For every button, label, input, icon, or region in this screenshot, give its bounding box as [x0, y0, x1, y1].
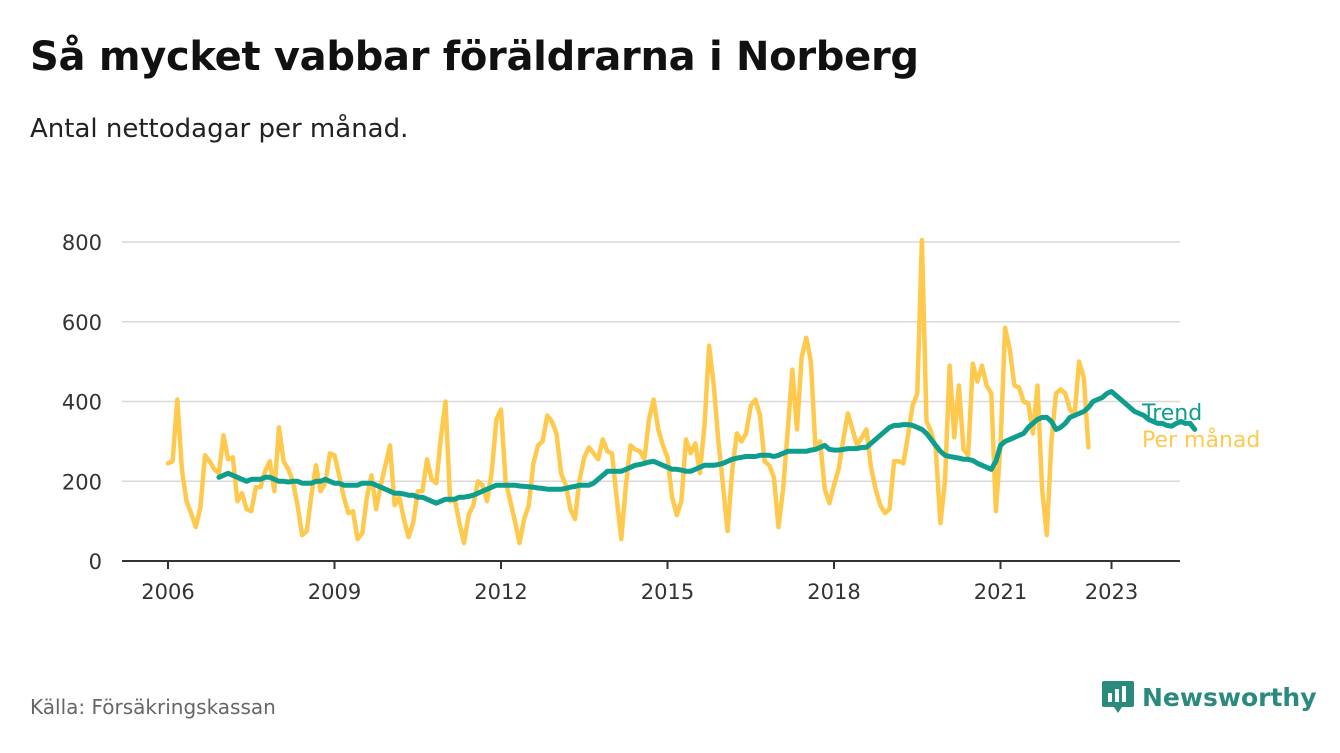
x-tick-label: 2021 [974, 580, 1027, 604]
chart-title: Så mycket vabbar föräldrarna i Norberg [30, 34, 919, 80]
y-tick-label: 400 [62, 391, 102, 415]
x-tick-label: 2012 [474, 580, 527, 604]
source-note: Källa: Försäkringskassan [30, 695, 276, 719]
x-axis-ticks: 2006 2009 2012 2015 2018 2021 2023 [141, 561, 1138, 604]
series-label-trend: Trend [1141, 401, 1202, 426]
x-tick-label: 2009 [308, 580, 361, 604]
x-tick-label: 2006 [141, 580, 194, 604]
y-axis-ticks: 0 200 400 600 800 [62, 231, 102, 574]
y-tick-label: 200 [62, 470, 102, 494]
chart-subtitle: Antal nettodagar per månad. [30, 114, 409, 144]
brand-logo: Newsworthy [1100, 679, 1317, 715]
x-tick-label: 2018 [807, 580, 860, 604]
series-label-monthly: Per månad [1142, 427, 1260, 453]
y-tick-label: 600 [62, 311, 102, 335]
x-tick-label: 2015 [641, 580, 694, 604]
brand-name: Newsworthy [1142, 682, 1317, 712]
newsworthy-logo-icon [1102, 681, 1134, 713]
series-line-trend [216, 389, 1198, 506]
y-tick-label: 800 [62, 231, 102, 255]
x-tick-label: 2023 [1085, 580, 1138, 604]
y-tick-label: 0 [89, 550, 102, 574]
series-lines [165, 237, 1198, 546]
series-line-monthly [165, 237, 1091, 546]
